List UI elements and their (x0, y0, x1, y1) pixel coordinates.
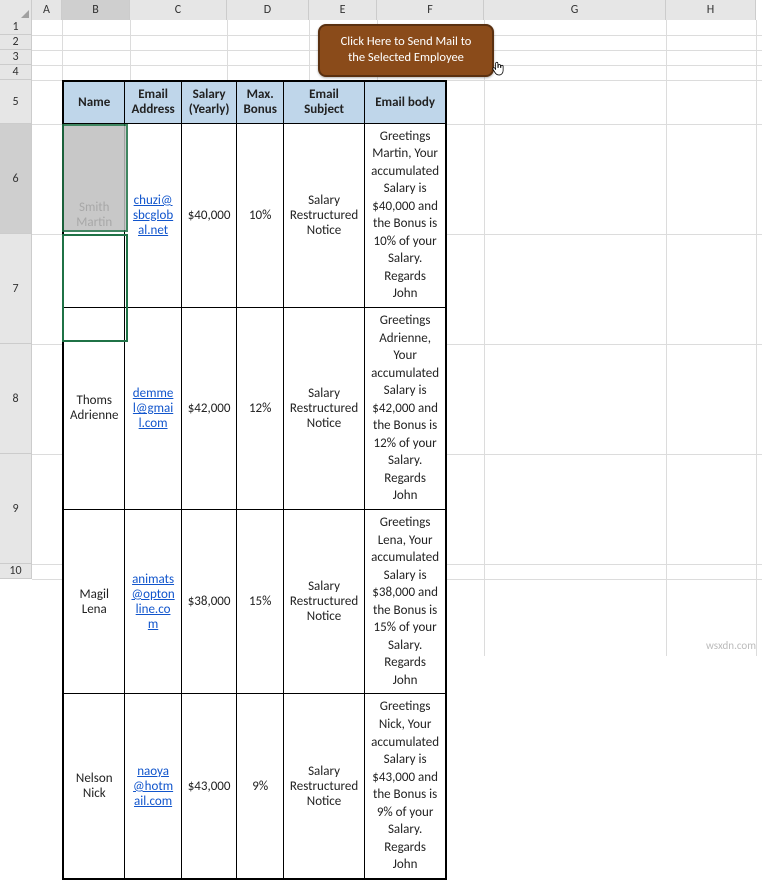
column-header-F[interactable]: F (377, 0, 484, 20)
cell-email[interactable]: naoya@hotmail.com (125, 694, 181, 879)
row-header-5[interactable]: 5 (0, 80, 32, 124)
table-row[interactable]: Thoms Adriennedemmel@gmail.com$42,00012%… (63, 307, 446, 509)
send-mail-button[interactable]: Click Here to Send Mail tothe Selected E… (318, 24, 494, 77)
row-headers: 12345678910 (0, 20, 32, 579)
column-header-E[interactable]: E (309, 0, 377, 20)
email-link[interactable]: demmel@gmail.com (133, 386, 174, 431)
send-mail-line1: Click Here to Send Mail to (332, 34, 480, 50)
cell-salary[interactable]: $43,000 (181, 694, 237, 879)
column-header-A[interactable]: A (32, 0, 62, 20)
table-row[interactable]: Smith Martinchuzi@sbcglobal.net$40,00010… (63, 123, 446, 307)
cell-subject[interactable]: Salary Restructured Notice (283, 694, 364, 879)
cell-bonus[interactable]: 9% (237, 694, 283, 879)
send-mail-line2: the Selected Employee (332, 50, 480, 66)
cell-salary[interactable]: $38,000 (181, 509, 237, 693)
row-header-8[interactable]: 8 (0, 344, 32, 454)
cell-bonus[interactable]: 12% (237, 307, 283, 509)
cell-body[interactable]: Greetings Lena, Your accumulated Salary … (365, 509, 446, 693)
table-header-5[interactable]: Email body (365, 81, 446, 123)
column-header-D[interactable]: D (227, 0, 309, 20)
cell-bonus[interactable]: 10% (237, 123, 283, 307)
cell-name[interactable]: Nelson Nick (63, 694, 125, 879)
row-header-2[interactable]: 2 (0, 35, 32, 50)
spreadsheet-grid: ABCDEFGH 12345678910 NameEmail AddressSa… (0, 0, 762, 656)
cell-subject[interactable]: Salary Restructured Notice (283, 509, 364, 693)
email-link[interactable]: animats@optonline.com (131, 572, 174, 632)
cell-body[interactable]: Greetings Martin, Your accumulated Salar… (365, 123, 446, 307)
cell-name[interactable]: Smith Martin (63, 123, 125, 307)
email-link[interactable]: chuzi@sbcglobal.net (133, 193, 173, 238)
cell-salary[interactable]: $42,000 (181, 307, 237, 509)
table-header-3[interactable]: Max. Bonus (237, 81, 283, 123)
table-row[interactable]: Magil Lenaanimats@optonline.com$38,00015… (63, 509, 446, 693)
cell-subject[interactable]: Salary Restructured Notice (283, 123, 364, 307)
row-header-7[interactable]: 7 (0, 234, 32, 344)
row-header-1[interactable]: 1 (0, 20, 32, 35)
column-header-H[interactable]: H (666, 0, 756, 20)
column-header-C[interactable]: C (130, 0, 227, 20)
cell-email[interactable]: demmel@gmail.com (125, 307, 181, 509)
row-header-3[interactable]: 3 (0, 50, 32, 65)
column-headers: ABCDEFGH (0, 0, 756, 20)
row-header-9[interactable]: 9 (0, 454, 32, 564)
table-header-1[interactable]: Email Address (125, 81, 181, 123)
cell-email[interactable]: chuzi@sbcglobal.net (125, 123, 181, 307)
watermark: wsxdn.com (706, 639, 756, 652)
table-header-4[interactable]: Email Subject (283, 81, 364, 123)
cell-subject[interactable]: Salary Restructured Notice (283, 307, 364, 509)
employee-table: NameEmail AddressSalary (Yearly)Max. Bon… (62, 80, 447, 880)
cell-email[interactable]: animats@optonline.com (125, 509, 181, 693)
cell-salary[interactable]: $40,000 (181, 123, 237, 307)
table-header-2[interactable]: Salary (Yearly) (181, 81, 237, 123)
row-header-6[interactable]: 6 (0, 124, 32, 234)
cell-body[interactable]: Greetings Adrienne, Your accumulated Sal… (365, 307, 446, 509)
column-header-G[interactable]: G (484, 0, 666, 20)
email-link[interactable]: naoya@hotmail.com (133, 764, 173, 809)
row-header-4[interactable]: 4 (0, 65, 32, 80)
row-header-10[interactable]: 10 (0, 564, 32, 579)
select-all-corner[interactable] (0, 0, 32, 20)
column-header-B[interactable]: B (62, 0, 130, 20)
cell-body[interactable]: Greetings Nick, Your accumulated Salary … (365, 694, 446, 879)
cell-bonus[interactable]: 15% (237, 509, 283, 693)
table-row[interactable]: Nelson Nicknaoya@hotmail.com$43,0009%Sal… (63, 694, 446, 879)
table-header-0[interactable]: Name (63, 81, 125, 123)
cell-name[interactable]: Magil Lena (63, 509, 125, 693)
cell-name[interactable]: Thoms Adrienne (63, 307, 125, 509)
